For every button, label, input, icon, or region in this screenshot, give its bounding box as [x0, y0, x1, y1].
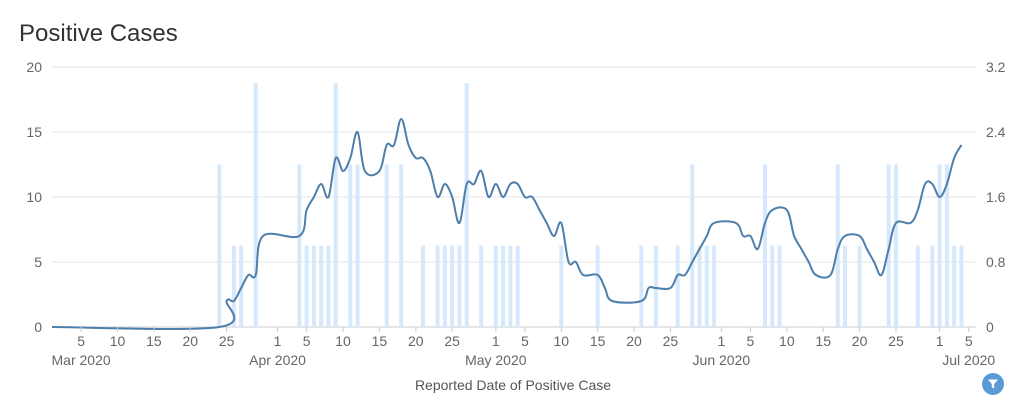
y-right-tick-label: 3.2 — [986, 59, 1006, 75]
y-left-tick-label: 5 — [34, 254, 42, 270]
x-tick-label: 15 — [815, 333, 831, 349]
daily-cases-bar — [697, 245, 702, 327]
x-tick-label: 20 — [408, 333, 424, 349]
daily-cases-bar — [777, 245, 782, 327]
x-tick-label: 5 — [77, 333, 85, 349]
x-tick-label: 5 — [303, 333, 311, 349]
daily-cases-bar — [464, 83, 469, 327]
daily-cases-bar — [319, 245, 324, 327]
daily-cases-bar — [508, 245, 513, 327]
daily-cases-bar — [559, 245, 564, 327]
x-tick-label: 20 — [182, 333, 198, 349]
x-month-label: May 2020 — [465, 352, 527, 368]
x-tick-label: 15 — [372, 333, 388, 349]
axes: 0 05 0.810 1.615 2.420 3.25 10 15 20 25 1 5 10 15 20 25… — [26, 59, 1005, 368]
daily-cases-bar — [843, 245, 848, 327]
daily-cases-bar — [835, 164, 840, 327]
chart-title: Positive Cases — [19, 20, 178, 47]
daily-cases-bar — [435, 245, 440, 327]
x-tick-label: 25 — [888, 333, 904, 349]
daily-cases-bar — [857, 245, 862, 327]
x-tick-label: 25 — [663, 333, 679, 349]
x-month-label: Jul 2020 — [942, 352, 995, 368]
x-tick-label: 20 — [852, 333, 868, 349]
x-tick-label: 20 — [626, 333, 642, 349]
rolling-average-line-group — [51, 117, 963, 331]
daily-cases-bar — [690, 164, 695, 327]
x-axis-title: Reported Date of Positive Case — [415, 377, 611, 393]
x-tick-label: 15 — [590, 333, 606, 349]
daily-cases-bar — [479, 245, 484, 327]
daily-cases-bar — [944, 164, 949, 327]
filter-button[interactable] — [982, 373, 1004, 395]
daily-cases-bar — [348, 164, 353, 327]
grid-lines — [52, 66, 976, 328]
y-right-tick-label: 0.8 — [986, 254, 1006, 270]
daily-cases-bar — [442, 245, 447, 327]
x-tick-label: 10 — [335, 333, 351, 349]
daily-cases-bar — [450, 245, 455, 327]
daily-cases-bar — [675, 245, 680, 327]
x-tick-label: 5 — [965, 333, 973, 349]
daily-cases-bar — [253, 83, 258, 327]
daily-cases-bar — [937, 164, 942, 327]
y-left-tick-label: 10 — [26, 189, 42, 205]
y-right-tick-label: 0 — [986, 319, 994, 335]
y-right-tick-label: 1.6 — [986, 189, 1006, 205]
daily-cases-bar — [704, 245, 709, 327]
daily-cases-bar — [653, 245, 658, 327]
x-tick-label: 10 — [554, 333, 570, 349]
daily-cases-bars — [217, 83, 964, 327]
daily-cases-bar — [311, 245, 316, 327]
y-left-tick-label: 15 — [26, 124, 42, 140]
daily-cases-bar — [770, 245, 775, 327]
daily-cases-bar — [930, 245, 935, 327]
x-tick-label: 10 — [110, 333, 126, 349]
daily-cases-bar — [952, 245, 957, 327]
x-tick-label: 15 — [146, 333, 162, 349]
daily-cases-bar — [217, 164, 222, 327]
daily-cases-bar — [457, 245, 462, 327]
x-tick-label: 10 — [779, 333, 795, 349]
daily-cases-bar — [355, 164, 360, 327]
x-month-label: Apr 2020 — [249, 352, 306, 368]
daily-cases-bar — [333, 83, 338, 327]
y-left-tick-label: 20 — [26, 59, 42, 75]
x-tick-label: 25 — [219, 333, 235, 349]
daily-cases-bar — [959, 245, 964, 327]
y-left-tick-label: 0 — [34, 319, 42, 335]
daily-cases-bar — [297, 164, 302, 327]
daily-cases-bar — [421, 245, 426, 327]
daily-cases-bar — [231, 245, 236, 327]
daily-cases-bar — [639, 245, 644, 327]
daily-cases-bar — [493, 245, 498, 327]
daily-cases-bar — [595, 245, 600, 327]
x-tick-label: 25 — [444, 333, 460, 349]
x-tick-label: 1 — [492, 333, 500, 349]
daily-cases-bar — [399, 164, 404, 327]
x-tick-label: 1 — [717, 333, 725, 349]
daily-cases-bar — [712, 245, 717, 327]
daily-cases-bar — [501, 245, 506, 327]
rolling-average-line — [51, 117, 963, 331]
filter-icon — [988, 379, 998, 389]
x-tick-label: 1 — [936, 333, 944, 349]
daily-cases-bar — [326, 245, 331, 327]
x-tick-label: 5 — [521, 333, 529, 349]
daily-cases-bar — [384, 164, 389, 327]
daily-cases-bar — [304, 245, 309, 327]
daily-cases-bar — [763, 164, 768, 327]
x-tick-label: 1 — [274, 333, 282, 349]
daily-cases-bar — [893, 164, 898, 327]
y-right-tick-label: 2.4 — [986, 124, 1006, 140]
daily-cases-bar — [515, 245, 520, 327]
x-month-label: Mar 2020 — [52, 352, 111, 368]
x-month-label: Jun 2020 — [693, 352, 751, 368]
x-tick-label: 5 — [747, 333, 755, 349]
daily-cases-bar — [915, 245, 920, 327]
